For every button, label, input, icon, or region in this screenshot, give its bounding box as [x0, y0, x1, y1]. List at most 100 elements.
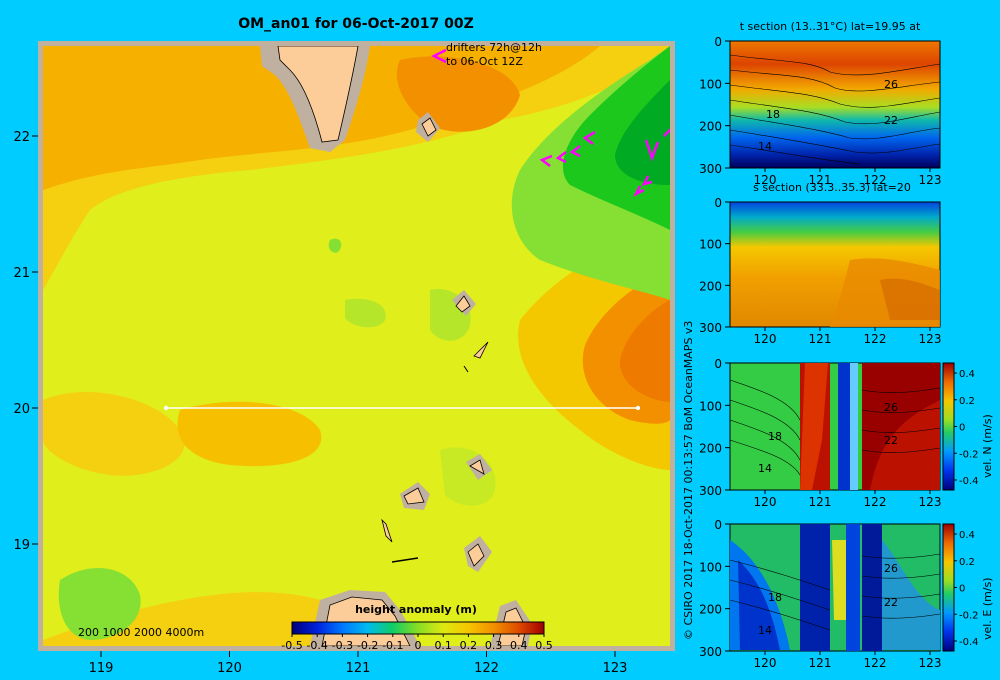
panel-3-contour-26: 26: [884, 401, 898, 414]
figure-title: OM_an01 for 06-Oct-2017 00Z: [238, 16, 474, 32]
section-x-tick-label: 122: [864, 332, 887, 346]
velocity-colorbar-tick-label: 0: [959, 584, 965, 595]
velocity-colorbar-tick-label: -0.4: [959, 476, 979, 487]
salinity-section-panel: s section (33.3..35.3) lat=20 120 121 122 1…: [699, 181, 941, 346]
longitude-ticks: 119 120 121 122 123: [89, 651, 628, 676]
velocity-east-panel: 26 18 22 14 vel. E (m/s) 120 121 122 123 0 10…: [699, 518, 994, 670]
colorbar-tick-label: -0.1: [382, 639, 403, 652]
section-y-tick-label: 0: [714, 196, 722, 210]
panel-4-contour-22: 22: [884, 596, 898, 609]
section-x-tick-label: 123: [919, 656, 942, 670]
panel-1-contour-18: 18: [766, 108, 780, 121]
lat-tick-label: 21: [13, 266, 30, 281]
velocity-colorbar-tick-label: 0: [959, 423, 965, 434]
section-x-tick-label: 120: [754, 656, 777, 670]
credit-text: © CSIRO 2017 18-Oct-2017 00:13:57 BoM Oc…: [682, 321, 695, 640]
colorbar-tick-label: 0.1: [434, 639, 452, 652]
panel-3-colorbar: [942, 362, 955, 491]
lon-tick-label: 120: [217, 661, 242, 676]
section-y-tick-label: 0: [714, 518, 722, 532]
lat-tick-label: 20: [13, 402, 30, 417]
panel-2-title: s section (33.3..35.3) lat=20: [753, 181, 911, 194]
panel-1-contour-22: 22: [884, 114, 898, 127]
panel-4-contour-14: 14: [758, 624, 772, 637]
section-x-tick-label: 122: [864, 173, 887, 187]
velocity-colorbar-tick-label: 0.2: [959, 557, 975, 568]
panel-4-contour-26: 26: [884, 562, 898, 575]
colorbar-tick-label: 0.4: [510, 639, 528, 652]
velocity-colorbar-tick-label: 0.4: [959, 369, 975, 380]
section-x-tick-label: 121: [809, 656, 832, 670]
lon-tick-label: 122: [474, 661, 499, 676]
section-x-tick-label: 123: [919, 332, 942, 346]
section-y-tick-label: 100: [699, 238, 722, 252]
colorbar-strip: [291, 621, 545, 635]
section-y-tick-label: 100: [699, 560, 722, 574]
section-y-tick-label: 100: [699, 77, 722, 91]
lon-tick-label: 121: [346, 661, 371, 676]
panel-4-ticks: 120 121 122 123 0 100 200 300: [699, 518, 941, 670]
section-y-tick-label: 300: [699, 484, 722, 498]
drifter-tracks: [431, 48, 670, 197]
section-y-tick-label: 0: [714, 357, 722, 371]
velocity-colorbar-tick-label: -0.2: [959, 610, 979, 621]
colorbar-tick-label: 0.3: [485, 639, 503, 652]
lat-tick-label: 19: [13, 538, 30, 553]
section-y-tick-label: 200: [699, 279, 722, 293]
section-y-tick-label: 200: [699, 120, 722, 134]
velocity-colorbar-tick-label: 0.2: [959, 396, 975, 407]
panel-4-contour-18: 18: [768, 591, 782, 604]
panel-4-colorbar: [942, 523, 955, 652]
section-y-tick-label: 300: [699, 162, 722, 176]
section-x-tick-label: 123: [919, 173, 942, 187]
height-anomaly-colorbar: height anomaly (m) -0.5 -0.4 -0.3 -0.2 -0.1 0…: [281, 603, 552, 652]
panel-3-ticks: 120 121 122 123 0 100 200 300: [699, 357, 941, 509]
temperature-section-panel: t section (13..31°C) lat=19.95 at 26 18 …: [699, 20, 941, 187]
section-y-tick-label: 200: [699, 603, 722, 617]
velocity-colorbar-tick-label: 0.4: [959, 530, 975, 541]
anomaly-high-contours: [43, 46, 670, 646]
drifter-label-line2: to 06-Oct 12Z: [446, 55, 523, 68]
colorbar-tick-label: -0.3: [332, 639, 353, 652]
section-x-tick-label: 122: [864, 495, 887, 509]
depth-legend: 200 1000 2000 4000m: [78, 626, 204, 639]
panel-3-contour-22: 22: [884, 434, 898, 447]
panel-1-ticks: 120 121 122 123 0 100 200 300: [699, 35, 941, 187]
section-x-tick-label: 121: [809, 495, 832, 509]
panel-1-title: t section (13..31°C) lat=19.95 at: [740, 20, 921, 33]
velocity-north-panel: 26 18 22 14 vel. N (m/s) 120 121 122 123 0 10…: [699, 357, 994, 509]
panel-2-ticks: 120 121 122 123 0 100 200 300: [699, 196, 941, 346]
lon-tick-label: 119: [89, 661, 114, 676]
section-x-tick-label: 120: [754, 173, 777, 187]
section-y-tick-label: 0: [714, 35, 722, 49]
colorbar-tick-label: -0.4: [306, 639, 327, 652]
section-x-tick-label: 120: [754, 332, 777, 346]
velocity-colorbar-tick-label: -0.2: [959, 449, 979, 460]
section-x-tick-label: 122: [864, 656, 887, 670]
lon-tick-label: 123: [603, 661, 628, 676]
panel-3-colorbar-ticks: 0.4 0.2 0 -0.2 -0.4: [954, 369, 979, 487]
colorbar-tick-label: -0.2: [357, 639, 378, 652]
section-x-tick-label: 123: [919, 495, 942, 509]
panel-3-contour-18: 18: [768, 430, 782, 443]
lat-tick-label: 22: [13, 130, 30, 145]
section-line: [163, 405, 641, 411]
section-y-tick-label: 100: [699, 399, 722, 413]
panel-1-contour-26: 26: [884, 78, 898, 91]
section-x-tick-label: 121: [809, 173, 832, 187]
section-y-tick-label: 300: [699, 321, 722, 335]
main-map: drifters 72h@12h to 06-Oct 12Z 200 1000 …: [13, 41, 675, 676]
colorbar-tick-label: 0.2: [460, 639, 478, 652]
colorbar-tick-label: -0.5: [281, 639, 302, 652]
colorbar-tick-label: 0.5: [535, 639, 553, 652]
panel-4-colorbar-label: vel. E (m/s): [981, 577, 994, 640]
section-x-tick-label: 121: [809, 332, 832, 346]
panel-1-contour-14: 14: [758, 140, 772, 153]
panel-4-colorbar-ticks: 0.4 0.2 0 -0.2 -0.4: [954, 530, 979, 648]
colorbar-tick-label: 0: [415, 639, 422, 652]
colorbar-ticks: -0.5 -0.4 -0.3 -0.2 -0.1 0 0.1 0.2 0.3 0.4 0.5: [281, 634, 553, 652]
panel-3-colorbar-label: vel. N (m/s): [981, 414, 994, 478]
latitude-ticks: 22 21 20 19: [13, 130, 38, 553]
colorbar-title: height anomaly (m): [355, 603, 477, 616]
